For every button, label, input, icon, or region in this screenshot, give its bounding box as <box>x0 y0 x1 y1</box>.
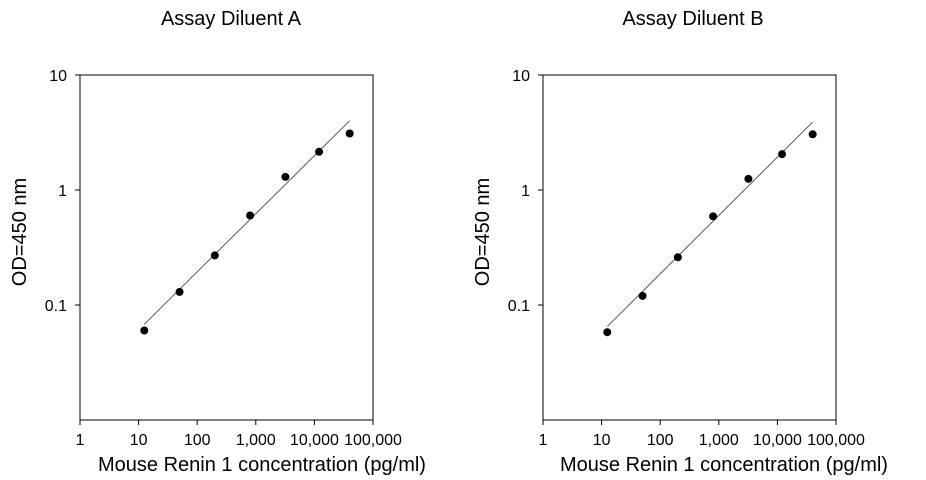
x-tick-label: 100 <box>647 432 674 449</box>
data-point <box>778 150 787 159</box>
data-point <box>709 212 718 221</box>
x-tick-label: 10 <box>593 432 611 449</box>
data-points-b <box>603 130 817 337</box>
x-tick-label: 100 <box>184 432 211 449</box>
data-point <box>210 251 219 260</box>
x-tick-label: 100,000 <box>807 432 865 449</box>
data-point <box>175 287 184 296</box>
y-axis-label-a: OD=450 nm <box>9 178 31 286</box>
data-point <box>808 130 817 139</box>
x-tick-label: 10,000 <box>753 432 802 449</box>
data-point <box>140 326 149 335</box>
data-point <box>603 328 612 337</box>
y-axis-label-b: OD=450 nm <box>472 178 494 286</box>
chart-panel-b: Assay Diluent B 1 10 100 1,000 10,000 100,000… <box>472 8 888 476</box>
data-points-a <box>140 129 354 335</box>
y-tick-label: 0.1 <box>508 298 530 315</box>
y-tick-label: 10 <box>512 68 530 85</box>
y-tick-label: 10 <box>49 68 67 85</box>
chart-panel-a: Assay Diluent A 1 10 100 1,000 10,000 100,000… <box>9 8 426 476</box>
x-tick-label: 1,000 <box>236 432 276 449</box>
plot-area-a <box>79 74 374 421</box>
y-tick-label: 0.1 <box>45 298 67 315</box>
x-tick-label: 100,000 <box>344 432 402 449</box>
plot-area-b <box>542 74 837 421</box>
x-tick-label: 1 <box>539 432 548 449</box>
data-point <box>638 291 647 300</box>
x-ticks-b: 1 10 100 1,000 10,000 100,000 <box>539 420 865 449</box>
x-tick-label: 10,000 <box>290 432 339 449</box>
y-ticks-b: 0.1 1 10 <box>508 68 543 315</box>
data-point <box>744 174 753 183</box>
y-tick-label: 1 <box>521 183 530 200</box>
y-ticks-a: 0.1 1 10 <box>45 68 80 315</box>
chart-title-a: Assay Diluent A <box>161 8 302 30</box>
x-axis-label-b: Mouse Renin 1 concentration (pg/ml) <box>560 454 888 476</box>
x-ticks-a: 1 10 100 1,000 10,000 100,000 <box>76 420 402 449</box>
x-tick-label: 1,000 <box>699 432 739 449</box>
y-tick-label: 1 <box>58 183 67 200</box>
x-tick-label: 1 <box>76 432 85 449</box>
data-point <box>315 147 324 156</box>
data-point <box>281 172 290 181</box>
x-tick-label: 10 <box>130 432 148 449</box>
x-axis-label-a: Mouse Renin 1 concentration (pg/ml) <box>98 454 426 476</box>
data-point <box>246 211 255 220</box>
data-point <box>345 129 354 138</box>
chart-title-b: Assay Diluent B <box>622 8 763 30</box>
data-point <box>673 253 682 262</box>
